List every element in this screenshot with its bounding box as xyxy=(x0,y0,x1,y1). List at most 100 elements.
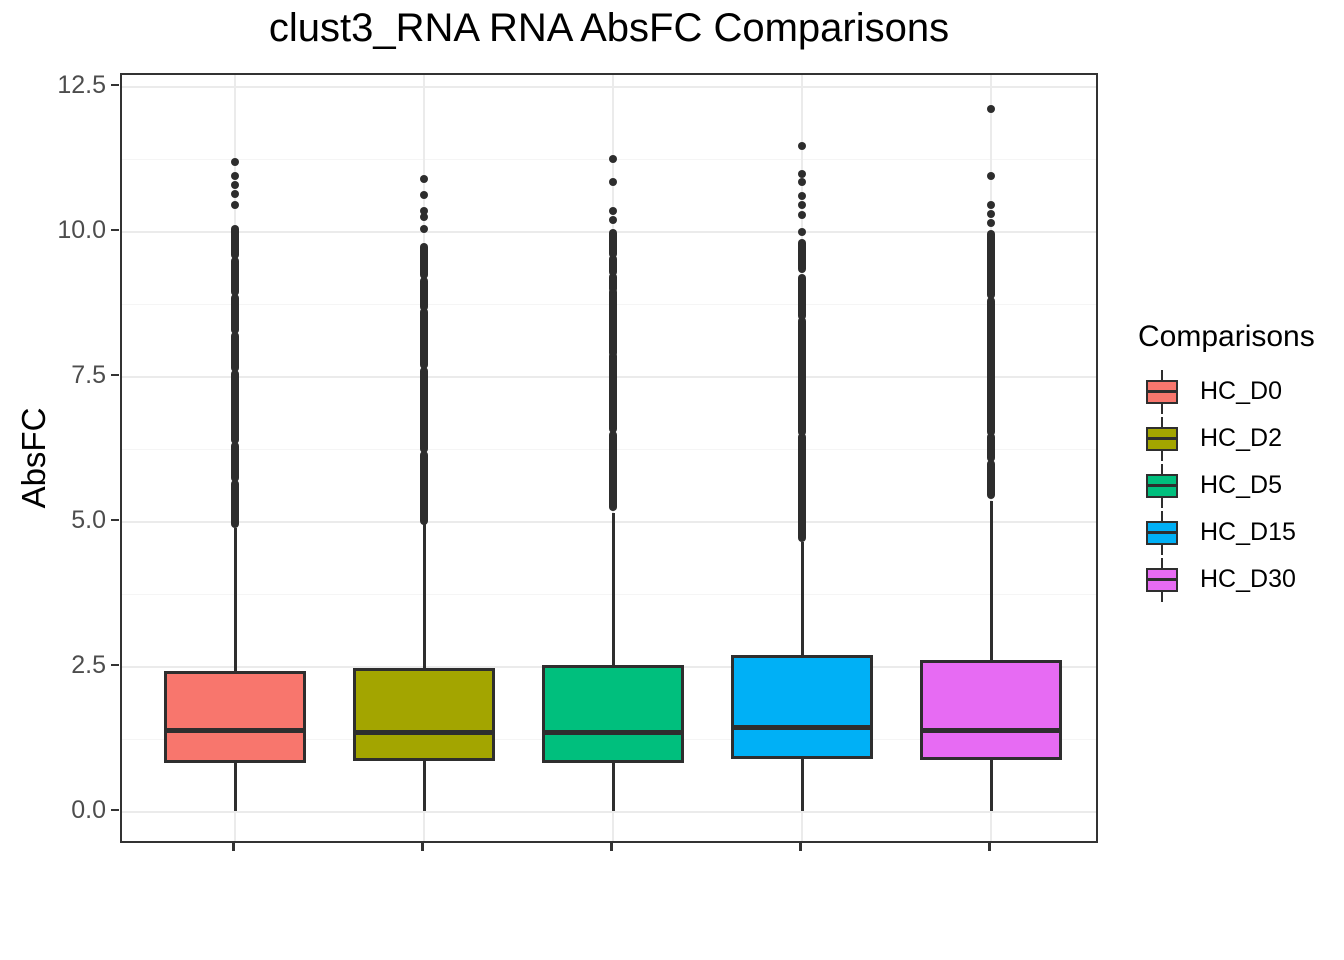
boxplot-lower-whisker-hc-d2 xyxy=(422,761,426,812)
outlier-run-hc-d2 xyxy=(420,242,428,279)
legend-label-hc-d2: HC_D2 xyxy=(1200,424,1282,452)
boxplot-upper-whisker-hc-d2 xyxy=(422,524,426,668)
legend-label-hc-d30: HC_D30 xyxy=(1200,565,1296,593)
boxplot-median-hc-d2 xyxy=(353,730,495,736)
x-axis-tick xyxy=(231,843,235,851)
boxplot-key-icon-hc-d5 xyxy=(1146,463,1178,508)
gridline-minor xyxy=(122,593,1096,595)
legend-label-hc-d0: HC_D0 xyxy=(1200,377,1282,405)
gridline-major xyxy=(122,520,1096,523)
outlier-dot-hc-d5 xyxy=(609,215,617,224)
outlier-dot-hc-d15 xyxy=(798,201,806,210)
boxplot-box-hc-d15 xyxy=(731,654,873,759)
y-tick-label: 2.5 xyxy=(71,650,106,679)
outlier-run-hc-d5 xyxy=(609,272,617,294)
outlier-dot-hc-d2 xyxy=(420,213,428,221)
x-axis-tick xyxy=(987,843,991,851)
y-axis-tick xyxy=(111,663,119,666)
outlier-run-hc-d15 xyxy=(798,239,806,274)
legend-key-median xyxy=(1146,436,1178,440)
outlier-run-hc-d2 xyxy=(420,450,428,526)
y-axis-label: AbsFC xyxy=(15,407,52,509)
outlier-run-hc-d0 xyxy=(231,224,239,259)
outlier-dot-hc-d30 xyxy=(987,105,995,114)
y-tick-label: 12.5 xyxy=(57,70,106,99)
gridline-major xyxy=(122,85,1096,88)
y-tick-label: 7.5 xyxy=(71,360,106,389)
legend-item-hc-d15: HC_D15 xyxy=(1138,509,1315,556)
legend-key-median xyxy=(1146,577,1178,581)
outlier-dot-hc-d30 xyxy=(987,171,995,180)
legend-key-median xyxy=(1146,530,1178,534)
y-axis-tick xyxy=(111,228,119,231)
outlier-dot-hc-d2 xyxy=(420,190,428,199)
legend-item-hc-d0: HC_D0 xyxy=(1138,368,1315,415)
boxplot-key-icon-hc-d30 xyxy=(1146,557,1178,602)
outlier-run-hc-d5 xyxy=(609,430,617,511)
outlier-run-hc-d0 xyxy=(231,442,239,482)
outlier-run-hc-d2 xyxy=(420,307,428,369)
outlier-dot-hc-d15 xyxy=(798,227,806,236)
outlier-dot-hc-d15 xyxy=(798,178,806,187)
outlier-run-hc-d2 xyxy=(420,276,428,311)
chart-title: clust3_RNA RNA AbsFC Comparisons xyxy=(268,6,950,50)
outlier-run-hc-d15 xyxy=(798,317,806,436)
legend: Comparisons HC_D0 HC_D2 HC_D5 HC_D15 HC_D30 xyxy=(1138,320,1315,603)
outlier-dot-hc-d30 xyxy=(987,210,995,219)
boxplot-lower-whisker-hc-d15 xyxy=(800,758,804,812)
outlier-run-hc-d5 xyxy=(609,288,617,358)
y-axis-tick xyxy=(111,373,119,376)
outlier-run-hc-d0 xyxy=(231,331,239,372)
outlier-dot-hc-d0 xyxy=(231,172,239,181)
x-axis-tick xyxy=(798,843,802,851)
outlier-dot-hc-d0 xyxy=(231,157,239,166)
legend-item-hc-d2: HC_D2 xyxy=(1138,415,1315,462)
outlier-dot-hc-d2 xyxy=(420,175,428,184)
boxplot-lower-whisker-hc-d5 xyxy=(611,762,615,812)
outlier-run-hc-d0 xyxy=(231,294,239,335)
boxplot-lower-whisker-hc-d0 xyxy=(233,763,237,812)
y-axis-tick xyxy=(111,83,119,86)
boxplot-upper-whisker-hc-d0 xyxy=(233,528,237,671)
boxplot-upper-whisker-hc-d5 xyxy=(611,512,615,665)
y-axis-tick xyxy=(111,808,119,811)
outlier-dot-hc-d30 xyxy=(987,201,995,210)
y-axis-tick xyxy=(111,518,119,521)
legend-key-median xyxy=(1146,389,1178,393)
x-axis-tick xyxy=(609,843,613,851)
boxplot-median-hc-d0 xyxy=(164,728,306,734)
outlier-run-hc-d15 xyxy=(798,433,806,542)
boxplot-upper-whisker-hc-d15 xyxy=(800,541,804,655)
outlier-dot-hc-d0 xyxy=(231,189,239,198)
outlier-run-hc-d5 xyxy=(609,255,617,277)
plot-panel xyxy=(120,73,1098,843)
outlier-dot-hc-d5 xyxy=(609,155,617,163)
outlier-dot-hc-d15 xyxy=(798,191,806,200)
legend-item-hc-d30: HC_D30 xyxy=(1138,556,1315,603)
outlier-run-hc-d0 xyxy=(231,479,239,529)
outlier-run-hc-d5 xyxy=(609,352,617,433)
gridline-major xyxy=(122,810,1096,813)
boxplot-box-hc-d30 xyxy=(920,660,1062,760)
legend-label-hc-d5: HC_D5 xyxy=(1200,471,1282,499)
x-axis-tick xyxy=(420,843,424,851)
y-tick-label: 0.0 xyxy=(71,795,106,824)
legend-title: Comparisons xyxy=(1138,320,1315,353)
y-tick-label: 10.0 xyxy=(57,215,106,244)
legend-label-hc-d15: HC_D15 xyxy=(1200,518,1296,546)
boxplot-key-icon-hc-d2 xyxy=(1146,416,1178,461)
outlier-run-hc-d30 xyxy=(987,433,995,462)
boxplot-median-hc-d30 xyxy=(920,727,1062,733)
outlier-dot-hc-d2 xyxy=(420,224,428,233)
legend-item-hc-d5: HC_D5 xyxy=(1138,462,1315,509)
boxplot-box-hc-d2 xyxy=(353,667,495,762)
boxplot-key-icon-hc-d0 xyxy=(1146,369,1178,414)
outlier-run-hc-d0 xyxy=(231,256,239,297)
outlier-dot-hc-d0 xyxy=(231,181,239,190)
outlier-dot-hc-d15 xyxy=(798,169,806,178)
outlier-run-hc-d30 xyxy=(987,230,995,300)
legend-items: HC_D0 HC_D2 HC_D5 HC_D15 HC_D30 xyxy=(1138,368,1315,603)
outlier-run-hc-d2 xyxy=(420,366,428,453)
boxplot-upper-whisker-hc-d30 xyxy=(989,501,993,661)
